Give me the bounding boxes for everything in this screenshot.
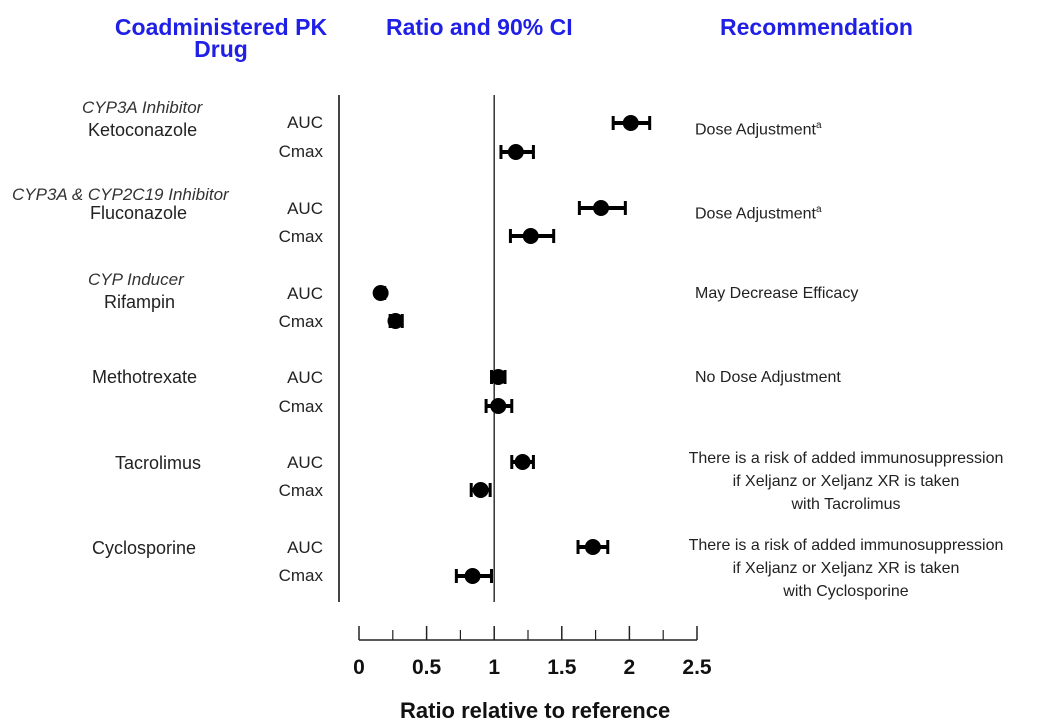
- recommendation-ketoconazole: Dose Adjustmenta: [695, 120, 822, 139]
- metric-label: AUC: [287, 284, 323, 303]
- point-estimate: [464, 568, 481, 584]
- ci-point-tacrolimus-cmax: [469, 482, 492, 498]
- metric-label: Cmax: [278, 312, 323, 331]
- header-recommendation: Recommendation: [720, 14, 913, 40]
- metric-label: Cmax: [278, 227, 323, 246]
- metric-label: Cmax: [278, 481, 323, 500]
- metric-label: AUC: [287, 113, 323, 132]
- ci-point-cyclosporine-auc: [576, 539, 610, 555]
- x-tick-label: 0.5: [412, 656, 442, 679]
- x-tick-label: 1.5: [547, 656, 577, 679]
- recommendation-fluconazole: Dose Adjustmenta: [695, 204, 822, 223]
- drug-rifampin: Rifampin: [104, 292, 176, 312]
- metric-label: Cmax: [278, 397, 323, 416]
- recommendation-methotrexate: No Dose Adjustment: [695, 369, 841, 386]
- point-estimate: [387, 313, 404, 329]
- ci-point-fluconazole-cmax: [508, 228, 556, 244]
- metric-label: AUC: [287, 453, 323, 472]
- ci-point-tacrolimus-auc: [510, 454, 535, 470]
- point-estimate: [507, 144, 524, 160]
- point-estimate: [593, 200, 610, 216]
- metric-label: Cmax: [278, 142, 323, 161]
- class-label-rifampin: CYP Inducer: [88, 270, 184, 289]
- drug-methotrexate: Methotrexate: [92, 367, 198, 387]
- ci-point-fluconazole-auc: [577, 200, 627, 216]
- ci-point-ketoconazole-cmax: [499, 144, 535, 160]
- ci-point-methotrexate-cmax: [484, 398, 514, 414]
- class-label-fluconazole: CYP3A & CYP2C19 Inhibitor: [12, 185, 229, 204]
- header-ratio: Ratio and 90% CI: [386, 14, 573, 40]
- plot-marks: [372, 95, 652, 602]
- x-tick-label: 2: [624, 656, 636, 679]
- recommendation-rifampin: May Decrease Efficacy: [695, 285, 859, 302]
- x-tick-label: 0: [353, 656, 365, 679]
- x-tick-label: 2.5: [682, 656, 712, 679]
- point-estimate: [372, 285, 389, 301]
- point-estimate: [490, 369, 507, 385]
- drug-ketoconazole: Ketoconazole: [88, 120, 198, 140]
- class-label-ketoconazole: CYP3A Inhibitor: [82, 98, 203, 117]
- point-estimate: [472, 482, 489, 498]
- ci-point-cyclosporine-cmax: [454, 568, 493, 584]
- drug-tacrolimus: Tacrolimus: [115, 453, 202, 473]
- ci-point-methotrexate-auc: [489, 369, 507, 385]
- header-drug: Coadministered PK Drug: [114, 14, 328, 62]
- drug-fluconazole: Fluconazole: [90, 203, 188, 223]
- x-tick-label: 1: [488, 656, 500, 679]
- metric-label: Cmax: [278, 566, 323, 585]
- recommendation-cyclosporine: There is a risk of added immunosuppressi…: [688, 537, 1004, 600]
- metric-label: AUC: [287, 368, 323, 387]
- point-estimate: [522, 228, 539, 244]
- metric-label: AUC: [287, 538, 323, 557]
- point-estimate: [584, 539, 601, 555]
- metric-label: AUC: [287, 199, 323, 218]
- x-axis-title: Ratio relative to reference: [400, 698, 671, 723]
- point-estimate: [622, 115, 639, 131]
- ci-point-ketoconazole-auc: [611, 115, 652, 131]
- recommendation-tacrolimus: There is a risk of added immunosuppressi…: [688, 450, 1004, 513]
- ci-point-rifampin-auc: [372, 285, 389, 301]
- ci-point-rifampin-cmax: [387, 313, 404, 329]
- point-estimate: [490, 398, 507, 414]
- drug-cyclosporine: Cyclosporine: [92, 538, 197, 558]
- x-axis: 0 0.5 1 1.5 2 2.5: [353, 626, 712, 679]
- point-estimate: [514, 454, 531, 470]
